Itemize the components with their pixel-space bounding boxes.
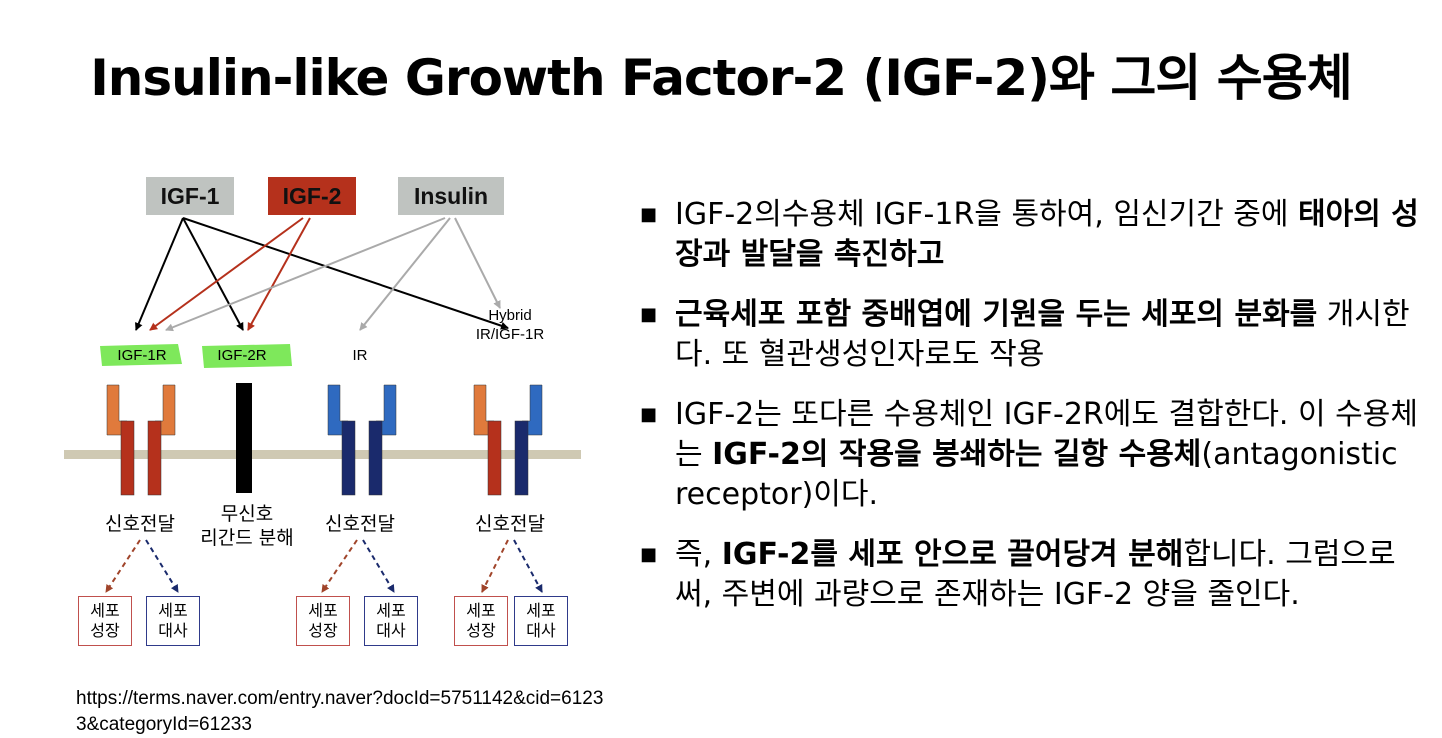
bullet-item: ■ 근육세포 포함 중배엽에 기원을 두는 세포의 분화를 개시한다. 또 혈관생…	[640, 295, 1420, 375]
arrow-insulin-to-hybrid	[454, 217, 501, 309]
receptor-hybrid-label: Hybrid IR/IGF-1R	[460, 306, 560, 344]
bullet-text: 합니다. 그럼으로써, 주변에 과량으로 존재하는 IGF-2 양을 줄인다.	[675, 537, 1396, 612]
igf-receptor-diagram: IGF-1 IGF-2 Insulin IGF-1R IGF-2R IR Hyb…	[0, 150, 640, 670]
bullet-text-bold: IGF-2의 작용을 봉쇄하는 길항 수용체	[712, 437, 1202, 472]
outcome-igf2r-line2: 리간드 분해	[200, 527, 294, 549]
ligand-insulin-label: Insulin	[413, 183, 489, 209]
effect-metab-line2: 대사	[526, 621, 556, 640]
bullet-text: 개시한다. 또 혈관생성인자로도 작용	[675, 297, 1410, 372]
outcome-hybrid: 신호전달	[460, 512, 560, 536]
slide-title: Insulin-like Growth Factor-2 (IGF-2)와 그의…	[90, 49, 1353, 107]
dash-hybrid-growth	[481, 539, 509, 593]
effect-growth-line2: 성장	[90, 621, 120, 640]
bullet-marker: ■	[640, 404, 658, 425]
diagram-graphics	[64, 217, 581, 593]
bullet-text-bold: 태아의 성장과 발달을 촉진하고	[675, 197, 1419, 272]
outcome-ir: 신호전달	[310, 512, 410, 536]
arrow-igf1-to-hybrid	[182, 217, 509, 330]
outcome-igf1r-text: 신호전달	[105, 513, 175, 535]
effect-metab-line1: 세포	[158, 601, 188, 620]
receptor-igf1r-label: IGF-1R	[117, 347, 167, 364]
outcome-ir-text: 신호전달	[325, 513, 395, 535]
igf1r-right-inner	[147, 420, 162, 496]
effect-growth-box-2: 세포 성장	[296, 596, 350, 646]
effect-metab-line1: 세포	[526, 601, 556, 620]
effect-metab-box-3: 세포 대사	[514, 596, 568, 646]
bullet-item: ■ IGF-2의수용체 IGF-1R을 통하여, 임신기간 중에 태아의 성장과 …	[640, 195, 1420, 275]
bullet-text: (antagonistic receptor)이다.	[675, 437, 1398, 512]
igf1r-left-inner	[120, 420, 135, 496]
effect-growth-box-3: 세포 성장	[454, 596, 508, 646]
receptor-igf2r-label: IGF-2R	[217, 347, 267, 364]
ir-right-inner	[368, 420, 383, 496]
dash-ir-growth	[321, 539, 358, 593]
receptor-ir-label: IR	[352, 347, 368, 364]
outcome-igf2r-line1: 무신호	[220, 503, 274, 525]
bullet-text: 즉,	[675, 537, 722, 572]
effect-metab-line1: 세포	[376, 601, 406, 620]
bullet-marker: ■	[640, 204, 658, 225]
arrow-igf2-to-igf1r	[149, 217, 304, 331]
effect-metab-line2: 대사	[376, 621, 406, 640]
ligand-igf1-label: IGF-1	[160, 183, 220, 209]
bullet-item: ■ IGF-2는 또다른 수용체인 IGF-2R에도 결합한다. 이 수용체는 I…	[640, 395, 1420, 515]
hybrid-left-inner	[487, 420, 502, 496]
ligand-igf2-box: IGF-2	[268, 177, 356, 215]
dash-ir-metab	[362, 539, 395, 593]
igf2r-highlight	[202, 344, 292, 368]
hybrid-right-inner	[514, 420, 529, 496]
outcome-hybrid-text: 신호전달	[475, 513, 545, 535]
outcome-igf1r: 신호전달	[90, 512, 190, 536]
igf2r-chain	[236, 383, 252, 493]
outcome-igf2r: 무신호 리간드 분해	[192, 502, 302, 550]
ir-left-inner	[341, 420, 356, 496]
bullet-marker: ■	[640, 544, 658, 565]
effect-metab-line2: 대사	[158, 621, 188, 640]
bullet-text-bold: 근육세포 포함 중배엽에 기원을 두는 세포의 분화를	[675, 297, 1318, 332]
effect-growth-line2: 성장	[308, 621, 338, 640]
bullet-text-bold: IGF-2를 세포 안으로 끌어당겨 분해	[721, 537, 1184, 572]
ligand-insulin-box: Insulin	[398, 177, 504, 215]
ligand-igf1-box: IGF-1	[146, 177, 234, 215]
bullet-text: IGF-2는 또다른 수용체인 IGF-2R에도 결합한다. 이 수용체는	[675, 397, 1418, 472]
igf1r-highlight	[100, 344, 182, 366]
dash-igf1r-growth	[105, 539, 141, 593]
bullet-list: ■ IGF-2의수용체 IGF-1R을 통하여, 임신기간 중에 태아의 성장과 …	[640, 195, 1420, 635]
source-url: https://terms.naver.com/entry.naver?docI…	[76, 688, 604, 735]
receptor-hybrid-line2: IR/IGF-1R	[475, 326, 545, 343]
arrow-insulin-to-igf1r	[165, 217, 446, 332]
effect-metab-box-2: 세포 대사	[364, 596, 418, 646]
arrow-igf1-to-igf2r	[182, 217, 244, 331]
dash-hybrid-metab	[513, 539, 543, 593]
dash-igf1r-metab	[145, 539, 179, 593]
effect-metab-box-1: 세포 대사	[146, 596, 200, 646]
arrow-igf2-to-igf2r	[247, 217, 311, 331]
bullet-item: ■ 즉, IGF-2를 세포 안으로 끌어당겨 분해합니다. 그럼으로써, 주변에…	[640, 535, 1420, 615]
effect-growth-line1: 세포	[308, 601, 338, 620]
effect-growth-box-1: 세포 성장	[78, 596, 132, 646]
cell-membrane	[64, 450, 581, 459]
effect-growth-line1: 세포	[466, 601, 496, 620]
ligand-igf2-label: IGF-2	[282, 183, 342, 209]
bullet-marker: ■	[640, 304, 658, 325]
effect-growth-line2: 성장	[466, 621, 496, 640]
arrow-igf1-to-igf1r	[135, 217, 184, 331]
effect-growth-line1: 세포	[90, 601, 120, 620]
arrow-insulin-to-ir	[359, 217, 451, 331]
receptor-hybrid-line1: Hybrid	[488, 307, 532, 324]
bullet-text: IGF-2의수용체 IGF-1R을 통하여, 임신기간 중에	[675, 197, 1298, 232]
